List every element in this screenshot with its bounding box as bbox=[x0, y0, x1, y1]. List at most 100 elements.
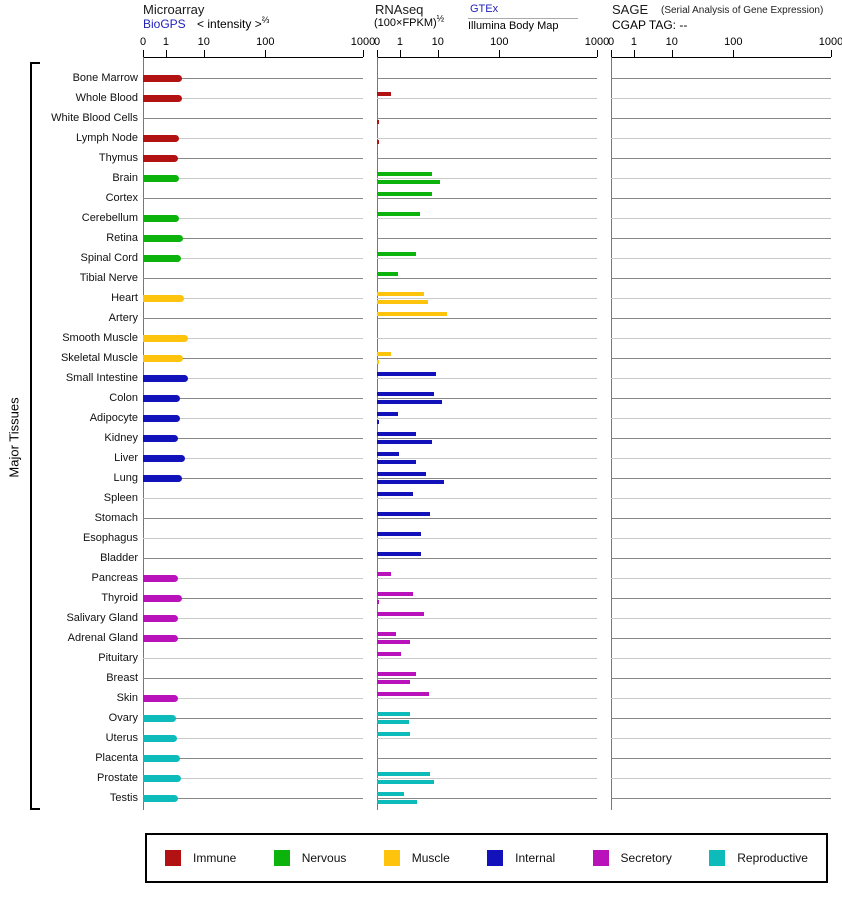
row-grid-line bbox=[611, 478, 831, 479]
microarray-bar bbox=[143, 235, 183, 242]
row-grid-line bbox=[611, 298, 831, 299]
rnaseq-illumina-bar bbox=[377, 440, 433, 444]
row-grid-line bbox=[611, 458, 831, 459]
rnaseq-gtex-bar bbox=[377, 432, 416, 436]
tissue-label: Small Intestine bbox=[65, 372, 138, 384]
row-grid-line bbox=[611, 198, 831, 199]
rnaseq-gtex-bar bbox=[377, 452, 399, 456]
microarray-bar bbox=[143, 395, 181, 402]
row-grid-line bbox=[143, 758, 363, 759]
sage-cgap-tag: CGAP TAG: -- bbox=[612, 18, 688, 32]
row-grid-line bbox=[377, 418, 597, 419]
tissue-label: Colon bbox=[109, 392, 138, 404]
tissue-group-legend: Immune Nervous Muscle Internal Secretory Repr… bbox=[145, 833, 828, 883]
legend-label: Nervous bbox=[301, 851, 347, 865]
row-grid-line bbox=[143, 118, 363, 119]
row-grid-line bbox=[377, 618, 597, 619]
row-grid-line bbox=[377, 238, 597, 239]
row-grid-line bbox=[377, 258, 597, 259]
microarray-bar bbox=[143, 575, 179, 582]
x-axis-tick-label: 0 bbox=[139, 36, 147, 48]
row-grid-line bbox=[611, 398, 831, 399]
microarray-bar bbox=[143, 415, 181, 422]
x-axis-tick bbox=[671, 50, 673, 57]
row-grid-line bbox=[377, 638, 597, 639]
row-grid-line bbox=[377, 138, 597, 139]
row-grid-line bbox=[377, 98, 597, 99]
row-grid-line bbox=[611, 318, 831, 319]
tissue-label: Salivary Gland bbox=[66, 612, 138, 624]
row-grid-line bbox=[611, 238, 831, 239]
tissue-label: Skin bbox=[116, 692, 138, 704]
x-axis-tick-label: 10 bbox=[197, 36, 210, 48]
row-grid-line bbox=[611, 578, 831, 579]
legend-label: Internal bbox=[515, 851, 556, 865]
rnaseq-gtex-bar bbox=[377, 492, 413, 496]
x-axis-tick-label: 1000 bbox=[350, 36, 376, 48]
rnaseq-illumina-bar bbox=[377, 420, 380, 424]
rnaseq-gtex-bar bbox=[377, 532, 422, 536]
row-grid-line bbox=[377, 758, 597, 759]
x-axis-tick-label: 1000 bbox=[584, 36, 610, 48]
microarray-bar bbox=[143, 355, 183, 362]
row-grid-line bbox=[143, 78, 363, 79]
tissue-label: Tibial Nerve bbox=[79, 272, 138, 284]
row-grid-line bbox=[611, 98, 831, 99]
x-axis-tick bbox=[363, 50, 364, 57]
row-grid-line bbox=[143, 238, 363, 239]
legend-item: Nervous bbox=[273, 850, 347, 866]
row-grid-line bbox=[377, 598, 597, 599]
rnaseq-gtex-bar bbox=[377, 392, 434, 396]
row-grid-line bbox=[377, 678, 597, 679]
tissue-label: Artery bbox=[108, 312, 138, 324]
tissue-label: Pituitary bbox=[98, 652, 138, 664]
row-grid-line bbox=[143, 698, 363, 699]
row-grid-line bbox=[611, 798, 831, 799]
row-grid-line bbox=[611, 618, 831, 619]
row-grid-line bbox=[377, 538, 597, 539]
row-grid-line bbox=[611, 498, 831, 499]
rnaseq-illumina-bar bbox=[377, 460, 417, 464]
rnaseq-illumina-bar bbox=[377, 720, 409, 724]
tissue-label: Uterus bbox=[105, 732, 138, 744]
microarray-bar bbox=[143, 715, 177, 722]
x-axis-line bbox=[611, 57, 831, 58]
tissue-label: Whole Blood bbox=[75, 92, 138, 104]
rnaseq-gtex-bar bbox=[377, 772, 431, 776]
tissue-label: Pancreas bbox=[91, 572, 138, 584]
tissue-label: Stomach bbox=[94, 512, 138, 524]
microarray-bar bbox=[143, 695, 179, 702]
microarray-bar bbox=[143, 335, 188, 342]
tissues-bracket-top-arm bbox=[30, 62, 40, 64]
rnaseq-gtex-bar bbox=[377, 712, 411, 716]
row-grid-line bbox=[377, 218, 597, 219]
microarray-bar bbox=[143, 95, 182, 102]
tissue-label: White Blood Cells bbox=[51, 112, 138, 124]
gtex-link[interactable]: GTEx bbox=[470, 3, 499, 15]
rnaseq-gtex-bar bbox=[377, 632, 397, 636]
x-axis-tick bbox=[437, 50, 439, 57]
legend-label: Reproductive bbox=[737, 851, 808, 865]
rnaseq-gtex-bar bbox=[377, 172, 432, 176]
rnaseq-gtex-bar bbox=[377, 652, 402, 656]
microarray-bar bbox=[143, 75, 182, 82]
microarray-bar bbox=[143, 295, 184, 302]
row-grid-line bbox=[377, 578, 597, 579]
row-grid-line bbox=[143, 738, 363, 739]
sage-panel-title: SAGE bbox=[612, 2, 649, 17]
tissue-label: Placenta bbox=[95, 752, 138, 764]
legend-label: Secretory bbox=[620, 851, 672, 865]
row-grid-line bbox=[143, 98, 363, 99]
rnaseq-gtex-bar bbox=[377, 372, 437, 376]
row-grid-line bbox=[611, 178, 831, 179]
x-axis-tick bbox=[377, 50, 378, 57]
biogps-link[interactable]: BioGPS bbox=[143, 17, 186, 31]
rnaseq-gtex-bar bbox=[377, 252, 416, 256]
row-grid-line bbox=[143, 198, 363, 199]
row-grid-line bbox=[611, 778, 831, 779]
rnaseq-gtex-bar bbox=[377, 192, 432, 196]
rnaseq-gtex-bar bbox=[377, 272, 398, 276]
tissue-label: Cortex bbox=[105, 192, 138, 204]
rnaseq-gtex-bar bbox=[377, 312, 447, 316]
